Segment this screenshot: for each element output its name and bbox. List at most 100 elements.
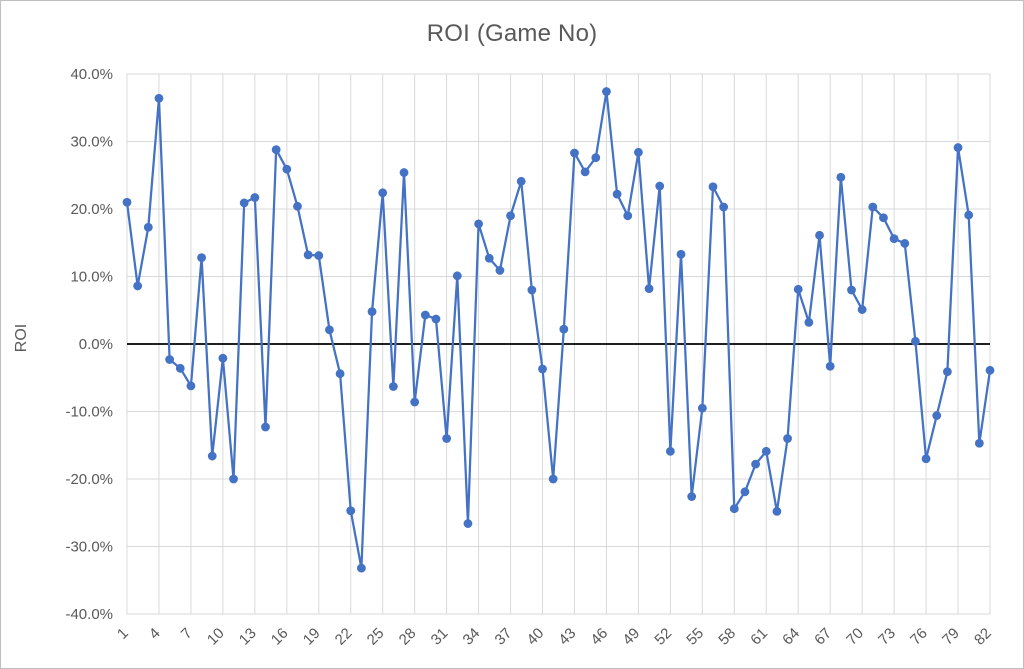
data-point-marker bbox=[165, 355, 175, 364]
data-point-marker bbox=[665, 446, 675, 456]
data-point-marker bbox=[356, 563, 366, 573]
data-point-marker bbox=[932, 411, 942, 420]
x-tick-label: 49 bbox=[619, 625, 643, 649]
data-point-marker bbox=[804, 318, 814, 327]
data-point-marker bbox=[335, 369, 345, 379]
data-point-marker bbox=[431, 314, 441, 324]
x-tick-label: 70 bbox=[843, 625, 867, 649]
data-point-marker bbox=[463, 519, 473, 528]
x-tick-label: 31 bbox=[428, 625, 452, 649]
data-point-marker bbox=[634, 147, 643, 157]
data-point-marker bbox=[420, 310, 430, 320]
data-point-marker bbox=[250, 193, 260, 202]
y-tick-label: 20.0% bbox=[70, 201, 113, 218]
data-point-marker bbox=[612, 189, 622, 199]
data-point-marker bbox=[207, 451, 217, 461]
data-point-marker bbox=[197, 253, 206, 262]
data-point-marker bbox=[506, 211, 515, 221]
data-point-marker bbox=[847, 285, 856, 295]
x-tick-label: 55 bbox=[683, 625, 707, 649]
data-point-marker bbox=[985, 365, 995, 375]
data-point-marker bbox=[122, 197, 132, 207]
y-tick-label: 10.0% bbox=[70, 269, 113, 286]
data-point-marker bbox=[655, 181, 665, 191]
data-point-marker bbox=[271, 145, 281, 155]
x-tick-label: 64 bbox=[779, 625, 803, 649]
data-point-marker bbox=[239, 198, 249, 208]
data-point-marker bbox=[378, 188, 388, 198]
x-tick-label: 7 bbox=[178, 625, 196, 643]
data-point-marker bbox=[687, 492, 697, 501]
y-tick-label: -10.0% bbox=[65, 404, 113, 421]
data-point-marker bbox=[516, 176, 526, 186]
x-tick-label: 79 bbox=[939, 625, 963, 649]
data-point-marker bbox=[325, 325, 334, 335]
data-point-marker bbox=[314, 251, 324, 260]
data-point-marker bbox=[644, 284, 654, 294]
data-point-marker bbox=[857, 305, 867, 314]
data-point-marker bbox=[442, 434, 452, 443]
data-point-marker bbox=[911, 336, 920, 346]
x-tick-label: 58 bbox=[715, 625, 739, 649]
x-tick-label: 22 bbox=[332, 625, 356, 649]
data-point-marker bbox=[367, 307, 377, 316]
data-point-marker bbox=[697, 403, 707, 413]
data-point-marker bbox=[719, 202, 729, 212]
data-point-marker bbox=[879, 213, 888, 223]
data-point-marker bbox=[751, 459, 761, 469]
data-point-marker bbox=[953, 143, 963, 152]
data-point-marker bbox=[186, 381, 196, 391]
x-tick-label: 1 bbox=[114, 625, 132, 643]
x-tick-label: 82 bbox=[971, 625, 995, 649]
data-point-marker bbox=[889, 234, 899, 244]
data-point-marker bbox=[527, 285, 537, 295]
data-point-marker bbox=[836, 172, 846, 182]
y-tick-label: -40.0% bbox=[65, 606, 113, 623]
data-point-marker bbox=[602, 87, 611, 96]
y-tick-label: -30.0% bbox=[65, 539, 113, 556]
data-point-marker bbox=[474, 219, 483, 229]
y-tick-label: 30.0% bbox=[70, 134, 113, 151]
data-point-marker bbox=[452, 271, 462, 281]
data-point-marker bbox=[974, 438, 984, 448]
x-tick-label: 4 bbox=[146, 625, 164, 643]
data-point-marker bbox=[346, 506, 356, 516]
data-point-marker bbox=[729, 504, 739, 514]
x-tick-label: 13 bbox=[236, 625, 260, 649]
data-point-marker bbox=[815, 230, 824, 240]
data-point-marker bbox=[783, 434, 792, 443]
chart-title: ROI (Game No) bbox=[426, 20, 598, 47]
x-tick-label: 61 bbox=[747, 625, 771, 649]
x-tick-label: 19 bbox=[300, 625, 324, 649]
data-point-marker bbox=[921, 454, 931, 464]
x-tick-label: 16 bbox=[268, 625, 292, 649]
data-point-marker bbox=[261, 422, 270, 432]
x-tick-label: 25 bbox=[364, 625, 388, 649]
data-point-marker bbox=[282, 164, 292, 174]
data-point-marker bbox=[825, 361, 835, 371]
x-tick-label: 28 bbox=[396, 625, 420, 649]
data-point-marker bbox=[218, 353, 228, 363]
data-point-marker bbox=[868, 202, 878, 212]
x-tick-label: 40 bbox=[524, 625, 548, 649]
data-point-marker bbox=[410, 397, 420, 407]
y-tick-label: 40.0% bbox=[70, 66, 113, 83]
x-tick-label: 52 bbox=[651, 625, 675, 649]
data-point-marker bbox=[175, 363, 185, 373]
y-tick-label: 0.0% bbox=[79, 336, 113, 353]
data-point-marker bbox=[761, 446, 771, 456]
data-point-marker bbox=[900, 239, 910, 248]
data-point-marker bbox=[293, 201, 302, 211]
x-tick-label: 37 bbox=[492, 625, 516, 649]
data-point-marker bbox=[495, 266, 505, 275]
data-point-marker bbox=[591, 153, 601, 163]
data-point-marker bbox=[538, 364, 547, 374]
data-point-marker bbox=[133, 281, 143, 291]
x-tick-label: 46 bbox=[587, 625, 611, 649]
data-point-marker bbox=[964, 210, 974, 220]
data-point-marker bbox=[303, 250, 313, 260]
data-point-marker bbox=[229, 474, 238, 484]
y-tick-label: -20.0% bbox=[65, 471, 113, 488]
